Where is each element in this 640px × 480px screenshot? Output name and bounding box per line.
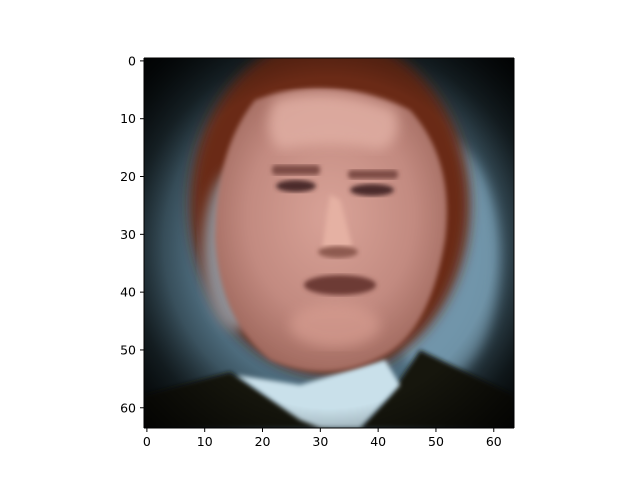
y-tick-label: 50 [120, 342, 136, 357]
y-tick-label: 20 [120, 169, 136, 184]
x-axis-ticks: 0 10 20 30 40 50 60 [143, 428, 502, 449]
x-tick-label: 40 [370, 434, 386, 449]
x-tick-label: 10 [197, 434, 213, 449]
image-vignette [144, 58, 514, 428]
x-tick-label: 60 [486, 434, 502, 449]
x-tick-label: 50 [428, 434, 444, 449]
x-tick-label: 20 [255, 434, 271, 449]
y-tick-label: 60 [120, 400, 136, 415]
y-tick-label: 40 [120, 285, 136, 300]
x-tick-label: 30 [312, 434, 328, 449]
y-tick-label: 0 [128, 53, 136, 68]
y-tick-label: 10 [120, 111, 136, 126]
y-axis-ticks: 0 10 20 30 40 50 60 [120, 53, 144, 415]
face-image [144, 58, 514, 428]
y-tick-label: 30 [120, 227, 136, 242]
axes-frame [143, 57, 515, 429]
x-tick-label: 0 [143, 434, 151, 449]
